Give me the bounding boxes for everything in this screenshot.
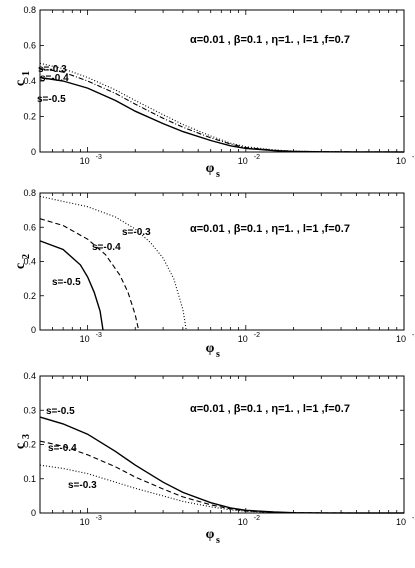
plot-frame bbox=[39, 192, 405, 331]
series-label: s=-0.5 bbox=[37, 94, 66, 105]
series-label: s=-0.4 bbox=[92, 242, 121, 253]
x-tick-label: 10 bbox=[80, 517, 90, 527]
x-tick-exponent: -2 bbox=[254, 154, 260, 161]
y-tick-label: 0.8 bbox=[23, 188, 36, 198]
parameter-annotation: α=0.01 , β=0.1 , η=1. , l=1 ,f=0.7 bbox=[190, 403, 350, 415]
series-line-s=-0.3 bbox=[39, 62, 405, 153]
y-tick-label: 0.2 bbox=[23, 440, 36, 450]
chart-panel-1: 0 0.2 0.4 0.6 0.8 10 -3 10 -2 10 -1 s=-0.3s=-0.4 s=-… bbox=[13, 5, 415, 180]
y-tick-label: 0.6 bbox=[23, 222, 36, 232]
x-tick-exponent: -1 bbox=[412, 515, 415, 522]
series-line-s=-0.3 bbox=[39, 195, 187, 331]
series-label: s=-0.5 bbox=[52, 277, 81, 288]
series-label: s=-0.4 bbox=[48, 443, 77, 454]
x-axis-label: φ bbox=[206, 161, 215, 176]
series-label: s=-0.5 bbox=[46, 406, 75, 417]
series-line-s=-0.5 bbox=[39, 416, 404, 514]
y-tick-label: 0.8 bbox=[23, 5, 36, 15]
y-tick-label: 0.1 bbox=[23, 474, 36, 484]
y-tick-label: 0.2 bbox=[23, 291, 36, 301]
y-tick-label: 0 bbox=[31, 508, 36, 518]
y-axis-label-subscript: 3 bbox=[21, 434, 32, 439]
x-tick-exponent: -3 bbox=[96, 332, 102, 339]
x-axis-label: φ bbox=[206, 341, 215, 356]
y-tick-label: 0.2 bbox=[23, 112, 36, 122]
x-tick-exponent: -2 bbox=[254, 332, 260, 339]
x-tick-label: 10 bbox=[396, 334, 406, 344]
plot-frame bbox=[39, 375, 405, 514]
y-axis-label: c3 bbox=[13, 434, 32, 449]
series-line-s=-0.5 bbox=[39, 76, 405, 153]
x-tick-label: 10 bbox=[80, 156, 90, 166]
y-axis-label: c2 bbox=[13, 254, 32, 269]
x-tick-label: 10 bbox=[238, 156, 248, 166]
x-tick-label: 10 bbox=[238, 517, 248, 527]
x-tick-label: 10 bbox=[396, 517, 406, 527]
parameter-annotation: α=0.01 , β=0.1 , η=1. , l=1 ,f=0.7 bbox=[190, 34, 350, 46]
series-label: s=-0.3 bbox=[68, 480, 97, 491]
x-tick-exponent: -1 bbox=[412, 154, 415, 161]
chart-panel-3: 0 0.1 0.2 0.3 0.4 10 -3 10 -2 10 -1 s=-0.5 s=-0.4 s=-… bbox=[13, 371, 415, 546]
y-tick-label: 0.4 bbox=[23, 257, 36, 267]
x-tick-label: 10 bbox=[238, 334, 248, 344]
x-axis-label-subscript: s bbox=[216, 169, 220, 180]
y-tick-label: 0.6 bbox=[23, 41, 36, 51]
y-axis-label: c1 bbox=[13, 71, 32, 86]
y-tick-label: 0.3 bbox=[23, 405, 36, 415]
series-label: s=-0.3 bbox=[122, 227, 151, 238]
series-label: s=-0.4 bbox=[40, 73, 69, 84]
x-tick-label: 10 bbox=[396, 156, 406, 166]
y-axis-label-text: c bbox=[13, 80, 28, 86]
x-axis-label: φ bbox=[206, 527, 215, 542]
y-tick-label: 0.4 bbox=[23, 371, 36, 381]
x-tick-exponent: -2 bbox=[254, 515, 260, 522]
y-axis-label-text: c bbox=[13, 263, 28, 269]
x-tick-exponent: -3 bbox=[96, 154, 102, 161]
y-axis-label-text: c bbox=[13, 443, 28, 449]
series-line-s=-0.4 bbox=[39, 218, 140, 331]
y-tick-label: 0 bbox=[31, 325, 36, 335]
series-line-s=-0.5 bbox=[39, 240, 104, 331]
x-tick-label: 10 bbox=[80, 334, 90, 344]
x-axis-label-subscript: s bbox=[216, 535, 220, 546]
y-tick-label: 0 bbox=[31, 147, 36, 157]
x-tick-exponent: -3 bbox=[96, 515, 102, 522]
chart-panel-2: 0 0.2 0.4 0.6 0.8 10 -3 10 -2 10 -1 s=-0.3s=-0.4 s=-… bbox=[13, 188, 415, 360]
x-tick-exponent: -1 bbox=[412, 332, 415, 339]
y-axis-label-subscript: 2 bbox=[21, 254, 32, 259]
x-axis-label-subscript: s bbox=[216, 349, 220, 360]
series-label: s=-0.3 bbox=[38, 64, 67, 75]
parameter-annotation: α=0.01 , β=0.1 , η=1. , l=1 ,f=0.7 bbox=[190, 223, 350, 235]
series-line-s=-0.4 bbox=[39, 440, 404, 514]
y-axis-label-subscript: 1 bbox=[21, 71, 32, 76]
y-tick-label: 0.4 bbox=[23, 76, 36, 86]
